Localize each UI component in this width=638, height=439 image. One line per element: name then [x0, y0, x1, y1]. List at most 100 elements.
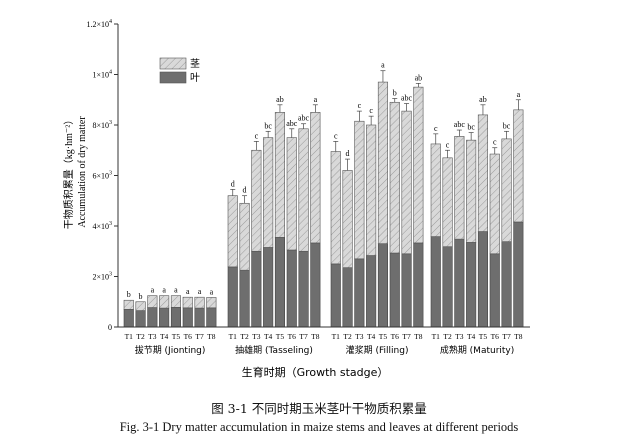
bar-leaf	[354, 258, 365, 328]
bar-leaf	[430, 236, 441, 328]
x-tick-label: T7	[299, 332, 308, 341]
bar-stem	[389, 101, 400, 254]
legend-swatch-leaf	[159, 71, 187, 84]
x-tick-label: T4	[160, 332, 169, 341]
x-tick-label: T1	[332, 332, 341, 341]
bar-stem	[366, 124, 377, 256]
significance-letter: abc	[454, 120, 466, 129]
significance-letter: a	[381, 61, 385, 70]
bar-stem	[194, 296, 205, 309]
y-axis-label-en: Accumulation of dry matter	[77, 116, 88, 228]
bar-leaf	[342, 267, 353, 328]
bar-stem	[501, 138, 512, 242]
bar-stem	[251, 149, 262, 252]
x-tick-label: T2	[136, 332, 145, 341]
bar-stem	[123, 299, 134, 310]
bar-stem	[513, 109, 524, 223]
bar-stem	[147, 295, 158, 308]
x-tick-label: T2	[443, 332, 452, 341]
x-tick-label: T4	[367, 332, 376, 341]
bar-stem	[454, 136, 465, 240]
bar-stem	[330, 151, 341, 265]
bar-stem	[401, 110, 412, 255]
bar-leaf	[298, 250, 309, 328]
x-tick-label: T8	[414, 332, 423, 341]
bar-stem	[286, 137, 297, 251]
bar-stem	[298, 128, 309, 252]
x-tick-label: T7	[195, 332, 204, 341]
bar-stem	[135, 301, 146, 311]
bar-stem	[206, 297, 217, 309]
figure-caption-cn: 图 3-1 不同时期玉米茎叶干物质积累量	[211, 401, 427, 416]
x-tick-label: T7	[402, 332, 411, 341]
bar-leaf	[466, 242, 477, 328]
x-tick-label: T8	[514, 332, 523, 341]
x-tick-label: T3	[455, 332, 464, 341]
x-tick-label: T5	[276, 332, 285, 341]
x-tick-label: T3	[252, 332, 261, 341]
bar-stem	[489, 153, 500, 255]
bar-leaf	[310, 242, 321, 328]
significance-letter: d	[231, 179, 235, 188]
significance-letter: a	[151, 286, 155, 295]
bar-leaf	[377, 243, 389, 328]
group-label: 拔节期 (Jionting)	[135, 344, 206, 356]
bar-stem	[182, 296, 193, 309]
y-tick-label: 1.2×104	[86, 19, 112, 29]
significance-letter: bc	[467, 123, 475, 132]
bar-stem	[274, 112, 286, 238]
x-tick-label: T5	[379, 332, 388, 341]
y-tick-label: 1×104	[92, 70, 112, 80]
significance-letter: a	[174, 286, 178, 295]
significance-letter: c	[446, 140, 450, 149]
bar-leaf	[413, 242, 424, 328]
bar-leaf	[251, 250, 262, 328]
x-tick-label: T5	[172, 332, 181, 341]
x-tick-label: T6	[491, 332, 500, 341]
figure-caption-en: Fig. 3-1 Dry matter accumulation in maiz…	[119, 420, 519, 434]
significance-letter: ab	[276, 95, 284, 104]
bar-leaf	[263, 247, 274, 328]
significance-letter: b	[139, 292, 143, 301]
significance-letter: c	[493, 138, 497, 147]
x-tick-label: T3	[148, 332, 157, 341]
x-tick-label: T6	[391, 332, 400, 341]
bar-leaf	[274, 237, 286, 328]
bar-stem	[239, 202, 250, 271]
x-tick-label: T1	[432, 332, 441, 341]
bar-stem	[477, 114, 489, 232]
bar-leaf	[239, 269, 250, 328]
bar-stem	[170, 295, 181, 308]
significance-letter: a	[517, 90, 521, 99]
bar-leaf	[389, 252, 400, 328]
x-tick-label: T8	[207, 332, 216, 341]
bar-leaf	[401, 253, 412, 328]
significance-letter: a	[210, 287, 214, 296]
bar-stem	[159, 295, 170, 309]
significance-letter: a	[162, 286, 166, 295]
bar-stem	[430, 143, 441, 237]
bar-leaf	[442, 246, 453, 328]
bar-leaf	[206, 307, 217, 328]
significance-letter: abc	[286, 119, 298, 128]
bar-stem	[413, 86, 424, 244]
legend-label-stem: 茎	[190, 58, 200, 70]
bar-leaf	[330, 263, 341, 328]
significance-letter: a	[186, 287, 190, 296]
significance-letter: abc	[298, 114, 310, 123]
bar-leaf	[182, 307, 193, 328]
bar-leaf	[454, 238, 465, 328]
x-tick-label: T4	[467, 332, 476, 341]
bar-stem	[442, 157, 453, 248]
bar-leaf	[513, 221, 524, 328]
x-tick-label: T5	[479, 332, 488, 341]
x-tick-label: T1	[125, 332, 134, 341]
significance-letter: a	[314, 95, 318, 104]
significance-letter: c	[255, 131, 259, 140]
x-tick-label: T7	[502, 332, 511, 341]
group-label: 抽雄期 (Tasseling)	[235, 344, 313, 356]
significance-letter: d	[243, 186, 247, 195]
significance-letter: bc	[264, 121, 272, 130]
bar-leaf	[477, 231, 489, 328]
group-label: 成熟期 (Maturity)	[440, 344, 514, 356]
